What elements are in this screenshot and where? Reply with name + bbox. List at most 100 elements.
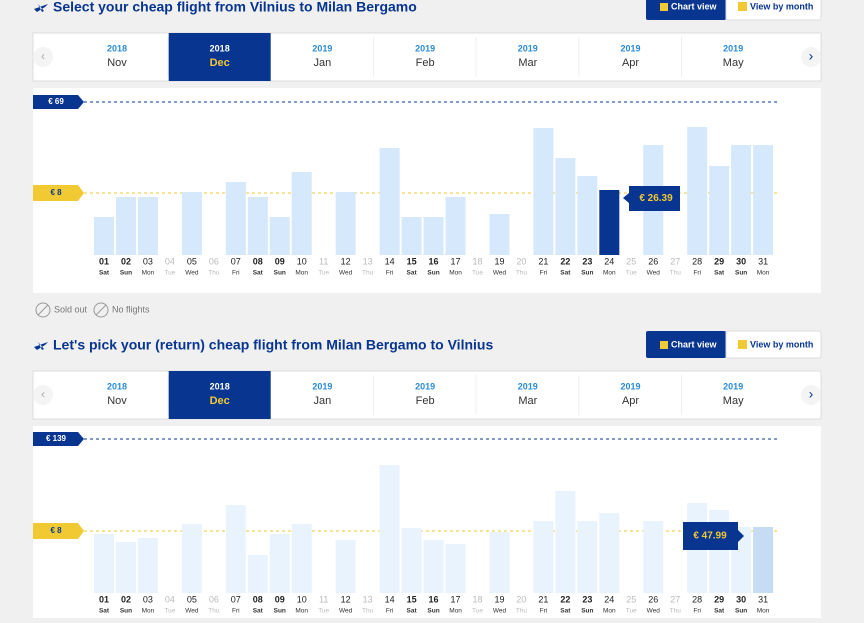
- weekday: Fri: [693, 270, 701, 277]
- next-arrow[interactable]: [801, 385, 821, 405]
- month-name[interactable]: Jan: [314, 395, 332, 407]
- weekday: Sat: [407, 608, 418, 615]
- day-bar[interactable]: [94, 534, 114, 593]
- month-name[interactable]: Mar: [518, 395, 537, 407]
- month-year[interactable]: 2018: [107, 43, 127, 53]
- day-bar[interactable]: [753, 145, 774, 255]
- day-bar[interactable]: [401, 528, 422, 593]
- weekday: Tue: [318, 270, 329, 277]
- day-number: 29: [714, 256, 724, 266]
- view-by-month-button[interactable]: [725, 330, 822, 359]
- month-year[interactable]: 2019: [620, 381, 640, 391]
- chart-icon: [660, 341, 668, 349]
- weekday: Sat: [99, 270, 110, 277]
- weekday: Fri: [232, 608, 240, 615]
- day-bar[interactable]: [269, 534, 290, 593]
- day-bar[interactable]: [115, 542, 136, 593]
- month-year[interactable]: 2019: [518, 381, 538, 391]
- day-number: 31: [758, 594, 768, 604]
- month-year[interactable]: 2019: [723, 43, 743, 53]
- day-bar[interactable]: [577, 176, 598, 255]
- chart-view-button[interactable]: [646, 331, 726, 358]
- month-name[interactable]: May: [723, 57, 744, 69]
- day-number: 13: [363, 594, 373, 604]
- day-number: 15: [407, 594, 417, 604]
- calendar-icon: [738, 2, 747, 11]
- month-name[interactable]: Nov: [107, 57, 127, 69]
- day-bar[interactable]: [423, 540, 444, 593]
- day-bar[interactable]: [555, 158, 576, 255]
- day-bar[interactable]: [379, 465, 400, 593]
- month-name[interactable]: Feb: [416, 57, 435, 69]
- next-arrow-glyph: ›: [809, 48, 814, 64]
- day-bar[interactable]: [115, 197, 136, 255]
- day-bar[interactable]: [225, 505, 246, 593]
- day-bar[interactable]: [533, 128, 554, 255]
- day-bar[interactable]: [335, 540, 356, 593]
- day-bar[interactable]: [643, 521, 664, 593]
- day-bar[interactable]: [599, 513, 620, 593]
- day-bar[interactable]: [225, 182, 246, 255]
- day-number: 01: [99, 594, 109, 604]
- month-year[interactable]: 2018: [107, 381, 127, 391]
- month-name[interactable]: Jan: [314, 57, 332, 69]
- legend-label: Sold out: [54, 304, 88, 314]
- day-bar[interactable]: [269, 217, 290, 255]
- day-number: 08: [253, 594, 263, 604]
- month-name[interactable]: Nov: [107, 395, 127, 407]
- weekday: Fri: [693, 608, 701, 615]
- day-bar[interactable]: [555, 491, 576, 593]
- month-year[interactable]: 2019: [312, 381, 332, 391]
- weekday: Sun: [120, 270, 132, 277]
- day-bar[interactable]: [423, 217, 444, 255]
- month-year[interactable]: 2019: [415, 381, 435, 391]
- day-bar[interactable]: [291, 172, 312, 255]
- day-bar[interactable]: [445, 197, 466, 255]
- day-bar[interactable]: [731, 145, 752, 255]
- day-bar[interactable]: [94, 217, 114, 255]
- day-number: 04: [165, 594, 175, 604]
- month-year[interactable]: 2019: [723, 381, 743, 391]
- weekday: Mon: [449, 608, 462, 615]
- weekday: Sat: [560, 270, 571, 277]
- day-bar[interactable]: [137, 197, 158, 255]
- day-bar[interactable]: [379, 148, 400, 255]
- day-bar[interactable]: [291, 524, 312, 593]
- day-bar[interactable]: [401, 217, 422, 255]
- day-bar[interactable]: [753, 527, 774, 593]
- day-bar[interactable]: [687, 127, 708, 255]
- month-year[interactable]: 2019: [620, 43, 640, 53]
- month-tab-selected[interactable]: [168, 33, 271, 81]
- plane-icon: [34, 342, 48, 350]
- month-name[interactable]: Feb: [416, 395, 435, 407]
- day-bar[interactable]: [709, 166, 730, 255]
- month-year[interactable]: 2019: [415, 43, 435, 53]
- month-name[interactable]: May: [723, 395, 744, 407]
- weekday: Mon: [603, 608, 616, 615]
- prev-arrow[interactable]: [33, 47, 53, 67]
- day-bar[interactable]: [137, 538, 158, 593]
- month-year[interactable]: 2019: [312, 43, 332, 53]
- day-bar[interactable]: [181, 192, 202, 255]
- month-year[interactable]: 2019: [518, 43, 538, 53]
- day-bar[interactable]: [599, 190, 620, 255]
- month-tab-selected[interactable]: [168, 371, 271, 419]
- prev-arrow[interactable]: [33, 385, 53, 405]
- day-bar[interactable]: [533, 521, 554, 593]
- month-name[interactable]: Apr: [622, 395, 639, 407]
- month-name[interactable]: Apr: [622, 57, 639, 69]
- view-by-month-button[interactable]: [725, 0, 822, 21]
- day-bar[interactable]: [489, 214, 510, 255]
- day-bar[interactable]: [181, 524, 202, 593]
- weekday: Tue: [164, 270, 175, 277]
- next-arrow[interactable]: [801, 47, 821, 67]
- weekday: Fri: [386, 270, 394, 277]
- day-bar[interactable]: [247, 197, 268, 255]
- day-bar[interactable]: [489, 532, 510, 593]
- day-bar[interactable]: [247, 555, 268, 593]
- month-name[interactable]: Mar: [518, 57, 537, 69]
- day-bar[interactable]: [335, 192, 356, 255]
- day-bar[interactable]: [445, 544, 466, 593]
- weekday: Sun: [735, 608, 747, 615]
- day-bar[interactable]: [577, 521, 598, 593]
